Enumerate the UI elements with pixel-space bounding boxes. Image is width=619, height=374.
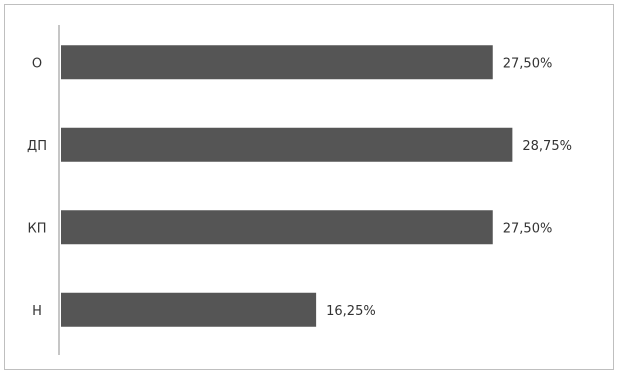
bars-group <box>61 45 513 327</box>
bar-1 <box>61 45 493 80</box>
data-label-4: 16,25% <box>326 304 376 319</box>
data-label-2: 28,75% <box>522 139 572 154</box>
bar-3 <box>61 210 493 245</box>
category-labels: О ДП КП Н <box>27 56 47 319</box>
category-label-1: О <box>32 56 42 71</box>
bar-2 <box>61 127 513 162</box>
category-label-4: Н <box>32 304 42 319</box>
bar-chart: О ДП КП Н 27,50% 28,75% 27,50% 16,25% <box>27 25 572 355</box>
chart-frame: О ДП КП Н 27,50% 28,75% 27,50% 16,25% <box>4 4 614 370</box>
bar-4 <box>61 292 317 327</box>
data-label-1: 27,50% <box>503 56 553 71</box>
data-labels: 27,50% 28,75% 27,50% 16,25% <box>326 56 572 319</box>
category-label-2: ДП <box>27 139 47 154</box>
data-label-3: 27,50% <box>503 221 553 236</box>
category-label-3: КП <box>27 221 46 236</box>
